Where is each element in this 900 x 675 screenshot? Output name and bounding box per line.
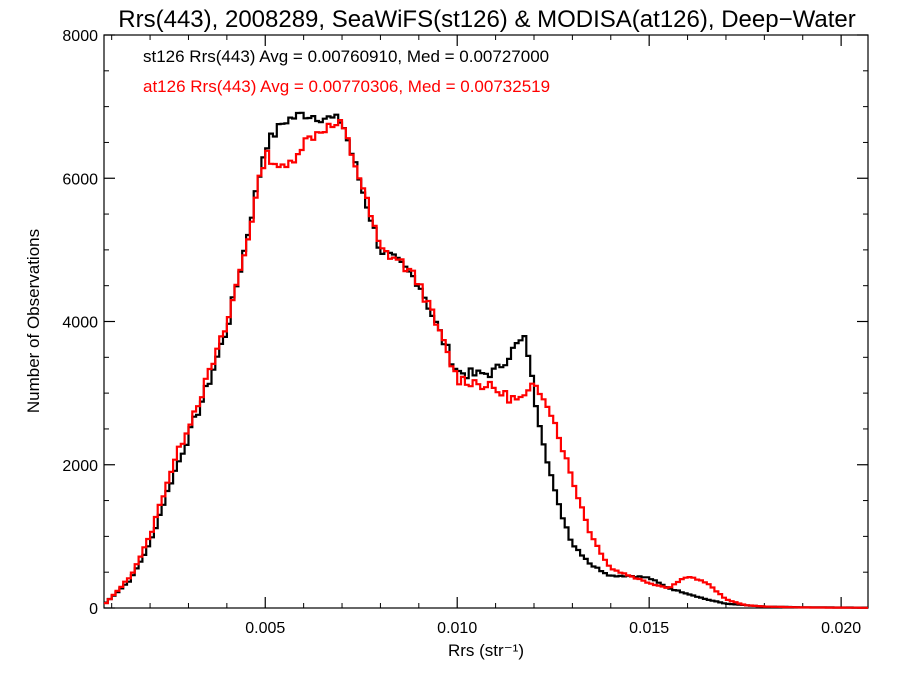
series-at126-line — [104, 119, 868, 609]
x-tick-label: 0.005 — [245, 620, 285, 637]
y-tick-label: 6000 — [62, 171, 98, 188]
y-axis-label: Number of Observations — [24, 229, 43, 413]
series-st126-line — [104, 111, 868, 609]
legend-entry-st126: st126 Rrs(443) Avg = 0.00760910, Med = 0… — [143, 47, 549, 66]
y-tick-label: 2000 — [62, 458, 98, 475]
x-tick-label: 0.020 — [821, 620, 861, 637]
y-tick-label: 4000 — [62, 315, 98, 332]
legend-entry-at126: at126 Rrs(443) Avg = 0.00770306, Med = 0… — [143, 77, 550, 96]
plot-frame — [103, 34, 869, 609]
histogram-series — [104, 111, 868, 609]
chart-title: Rrs(443), 2008289, SeaWiFS(st126) & MODI… — [118, 6, 855, 33]
x-tick-label: 0.010 — [437, 620, 477, 637]
y-tick-label: 0 — [89, 601, 98, 618]
x-axis-label: Rrs (str⁻¹) — [448, 641, 524, 660]
y-tick-label: 8000 — [62, 28, 98, 45]
x-tick-label: 0.015 — [629, 620, 669, 637]
x-axis-ticks: 0.005 0.010 0.015 0.020 — [111, 35, 861, 637]
y-axis-ticks: 0 2000 4000 6000 8000 — [62, 28, 868, 618]
